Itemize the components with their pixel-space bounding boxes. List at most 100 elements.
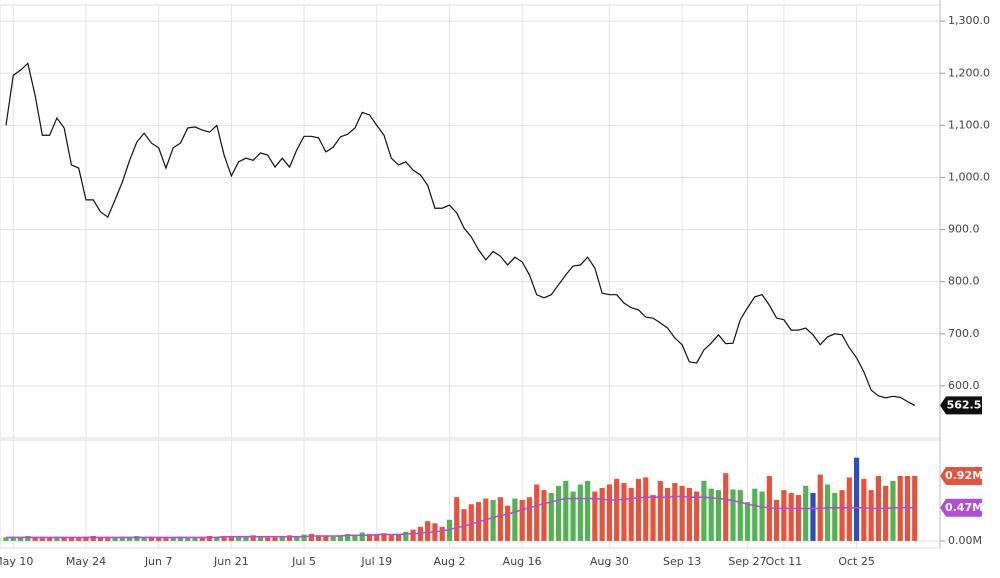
volume-bar [890, 480, 896, 541]
volume-bar [730, 489, 736, 541]
volume-bar [32, 537, 38, 541]
volume-bar [301, 534, 307, 541]
line [6, 495, 915, 539]
x-tick-label: May 24 [66, 555, 106, 568]
y-tick-label: 1,300.0 [948, 14, 990, 27]
volume-bar [621, 483, 627, 541]
x-tick-label: Oct 11 [766, 555, 803, 568]
volume-bar [425, 521, 431, 541]
volume-bar [614, 478, 620, 541]
volume-bar [774, 500, 780, 541]
volume-bar [156, 537, 162, 541]
volume-bar [694, 491, 700, 541]
volume-bar [592, 491, 598, 541]
volume-bar [883, 485, 889, 541]
volume-bar [752, 488, 758, 541]
volume-bar [10, 536, 16, 541]
volume-bar [526, 497, 533, 541]
volume-bar [439, 526, 445, 541]
x-tick-label: Aug 2 [433, 555, 465, 568]
panel-frame [0, 4, 941, 439]
volume-bar [846, 477, 852, 541]
volume-bar [585, 480, 591, 541]
volume-bar [708, 488, 714, 541]
x-tick-label: Sep 27 [728, 555, 766, 568]
volume-bar [744, 502, 751, 541]
volume-bar [723, 473, 729, 541]
value-badge [940, 467, 982, 485]
volume-bar [839, 490, 845, 541]
volume-bar [679, 485, 685, 541]
x-tick-label: Jun 21 [213, 555, 249, 568]
volume-bar [163, 538, 169, 541]
volume-bar [308, 533, 314, 541]
volume-bar [83, 536, 89, 541]
volume-bar [657, 480, 663, 541]
volume-bar [643, 477, 649, 541]
volume-bar [519, 500, 525, 541]
volume-bar [90, 536, 96, 541]
volume-bar [715, 490, 722, 541]
volume-bar [461, 509, 467, 541]
volume-bar [199, 536, 205, 541]
volume-bar [512, 498, 518, 541]
volume-bar [374, 534, 380, 541]
value-badge-label: 0.47M [945, 501, 983, 514]
volume-bar [68, 537, 75, 541]
volume-bar [701, 480, 707, 541]
volume-bar [759, 491, 765, 541]
value-badge [940, 396, 982, 415]
volume-bar [628, 488, 634, 541]
volume-bar [323, 536, 329, 541]
volume-bar [868, 490, 874, 541]
value-badge-label: 562.5 [947, 398, 982, 411]
volume-bar [185, 537, 191, 541]
volume-bar [134, 536, 140, 541]
x-tick-label: Jun 7 [144, 555, 173, 568]
volume-bar [206, 536, 213, 541]
volume-bar [781, 490, 787, 541]
volume-bar [410, 529, 416, 541]
volume-bar [265, 536, 271, 541]
volume-bar [468, 504, 474, 541]
volume-bar [126, 537, 133, 541]
volume-bar [76, 538, 82, 541]
volume-bar [25, 536, 31, 541]
x-tick-label: Jul 19 [360, 555, 392, 568]
volume-bar [47, 537, 53, 541]
volume-bar [257, 536, 264, 541]
volume-bar [381, 533, 387, 541]
volume-bar [214, 537, 220, 541]
volume-bar [563, 480, 569, 541]
volume-bar [105, 538, 111, 541]
volume-bar [737, 490, 743, 541]
y-tick-label: 600.0 [948, 379, 980, 392]
volume-bar [388, 535, 394, 541]
y-tick-label: 1,000.0 [948, 170, 990, 183]
volume-bar [177, 536, 184, 541]
volume-bar [577, 484, 583, 541]
y-tick-label: 700.0 [948, 327, 980, 340]
volume-bar [606, 484, 613, 541]
volume-bar [286, 535, 293, 541]
volume-bar [534, 484, 540, 541]
volume-bar [192, 537, 198, 541]
y-tick-label: 0.00M [948, 534, 982, 547]
volume-bar [352, 534, 358, 541]
volume-bar [61, 537, 67, 541]
volume-bar [148, 536, 154, 541]
x-tick-label: Oct 25 [838, 555, 875, 568]
volume-bar [686, 488, 692, 541]
volume-bar [454, 497, 460, 541]
value-badge-label: 0.92M [945, 469, 983, 482]
y-tick-label: 1,200.0 [948, 66, 990, 79]
volume-bar [221, 536, 227, 541]
volume-bar [810, 492, 816, 541]
line [5, 62, 916, 406]
volume-bar [366, 533, 373, 541]
volume-bar [228, 536, 234, 541]
volume-bar [650, 495, 656, 541]
volume-bar [548, 492, 554, 541]
volume-bar [541, 490, 547, 541]
volume-bar [359, 532, 365, 541]
